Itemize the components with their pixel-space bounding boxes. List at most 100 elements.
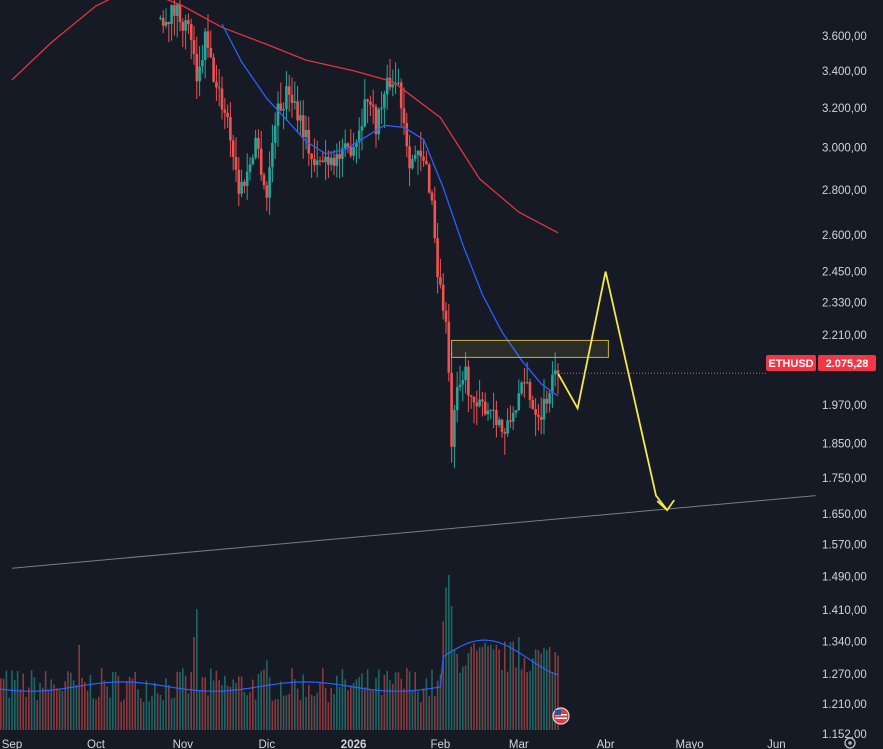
volume-bar bbox=[207, 695, 209, 730]
price-axis-tick-label: 1.650,00 bbox=[822, 509, 867, 521]
price-axis-tick-label: 1.570,00 bbox=[822, 539, 867, 551]
volume-bar bbox=[84, 682, 86, 730]
candle-body bbox=[514, 410, 518, 413]
candle-body bbox=[383, 94, 386, 108]
candle-body bbox=[481, 399, 484, 402]
time-axis-tick-label: Abr bbox=[597, 739, 615, 749]
candle-body bbox=[427, 164, 431, 193]
price-axis-tick-label: 1.410,00 bbox=[822, 605, 867, 617]
candle-body bbox=[229, 117, 232, 141]
candle-body bbox=[355, 142, 358, 147]
volume-bar bbox=[310, 694, 313, 730]
support-trendline[interactable] bbox=[11, 495, 816, 569]
candle-body bbox=[402, 108, 406, 124]
volume-bar bbox=[364, 687, 366, 730]
price-axis-tick-label: 2.600,00 bbox=[822, 230, 867, 242]
candle-body bbox=[542, 398, 546, 420]
volume-bar bbox=[361, 673, 363, 730]
candle-body bbox=[537, 414, 540, 417]
candle-body bbox=[201, 60, 204, 67]
candle-body bbox=[548, 393, 551, 404]
price-axis-tick-label: 3.600,00 bbox=[822, 31, 867, 43]
volume-bar bbox=[8, 697, 10, 730]
candle-body bbox=[181, 22, 185, 31]
candle-body bbox=[534, 409, 537, 415]
volume-bar bbox=[308, 684, 310, 730]
time-axis[interactable]: Sep Oct Nov Dic 2026 Feb Mar Abr Mayo Jun bbox=[2, 739, 786, 749]
volume-bar bbox=[61, 690, 64, 730]
candle-body bbox=[257, 137, 260, 149]
volume-bar bbox=[534, 649, 537, 730]
volume-bar bbox=[173, 697, 176, 730]
volume-bar bbox=[131, 678, 134, 730]
volume-bar bbox=[232, 679, 234, 730]
volume-bar bbox=[277, 699, 279, 730]
candle-body bbox=[251, 157, 255, 165]
candle-body bbox=[237, 169, 241, 194]
candle-body bbox=[553, 370, 557, 375]
volume-bar bbox=[0, 678, 2, 730]
volume-bar bbox=[30, 670, 33, 730]
candle-body bbox=[178, 4, 182, 23]
candle-body bbox=[408, 146, 411, 169]
price-axis-tick-label: 3.200,00 bbox=[822, 103, 867, 115]
volume-bar bbox=[537, 650, 540, 730]
volume-bar bbox=[50, 679, 52, 730]
volume-bar bbox=[462, 666, 464, 730]
candle-body bbox=[279, 103, 283, 111]
volume-bar bbox=[498, 649, 500, 730]
volume-bar bbox=[249, 692, 251, 730]
candle-body bbox=[371, 104, 375, 107]
volume-bar bbox=[271, 700, 274, 730]
volume-bar bbox=[134, 672, 136, 730]
volume-bar bbox=[25, 696, 27, 730]
candle-body bbox=[525, 382, 529, 384]
resistance-zone-box[interactable] bbox=[451, 339, 609, 358]
symbol-badge[interactable]: ETHUSD bbox=[766, 355, 816, 371]
candle-body bbox=[377, 109, 381, 135]
volume-bar bbox=[238, 676, 240, 730]
volume-bar bbox=[120, 701, 122, 730]
volume-bar bbox=[106, 686, 108, 730]
candle-body bbox=[187, 20, 190, 24]
candle-body bbox=[425, 160, 428, 165]
candle-body bbox=[296, 101, 299, 121]
volume-bar bbox=[526, 672, 528, 730]
volume-bar bbox=[252, 679, 254, 730]
candlestick-series bbox=[159, 0, 560, 468]
volume-bar bbox=[506, 671, 509, 730]
volume-bar bbox=[176, 671, 178, 730]
volume-bar bbox=[75, 684, 78, 730]
candle-body bbox=[192, 40, 196, 54]
candle-body bbox=[310, 153, 313, 160]
volume-bar bbox=[327, 702, 330, 730]
volume-bar bbox=[67, 671, 69, 730]
candle-body bbox=[299, 115, 302, 121]
volume-bar bbox=[196, 609, 198, 730]
volume-bar bbox=[179, 672, 181, 730]
volume-bar bbox=[529, 671, 531, 730]
price-axis-tick-label: 1.270,00 bbox=[822, 669, 867, 681]
volume-bar bbox=[316, 692, 318, 730]
volume-bar bbox=[322, 668, 324, 730]
time-axis-tick-label: 2026 bbox=[341, 739, 367, 749]
candle-body bbox=[520, 382, 523, 394]
price-axis[interactable]: 3.600,00 3.400,00 3.200,00 3.000,00 2.800,00… bbox=[822, 31, 867, 741]
candle-body bbox=[380, 107, 383, 110]
time-axis-tick-label: Jun bbox=[767, 739, 786, 749]
volume-bar bbox=[470, 646, 472, 730]
candle-body bbox=[500, 419, 504, 432]
candle-body bbox=[461, 380, 465, 385]
volume-bar bbox=[518, 637, 520, 730]
settings-gear-icon[interactable] bbox=[844, 737, 856, 749]
flag-us-icon[interactable] bbox=[552, 707, 570, 725]
volume-bar bbox=[280, 681, 282, 730]
projection-path-line[interactable] bbox=[557, 271, 668, 511]
candle-body bbox=[475, 402, 479, 407]
last-price-value: 2.075,28 bbox=[826, 358, 869, 370]
volume-bar bbox=[154, 682, 156, 730]
volume-bar bbox=[543, 647, 545, 730]
candle-body bbox=[433, 200, 437, 239]
last-price-badge[interactable]: 2.075,28 bbox=[818, 355, 876, 371]
